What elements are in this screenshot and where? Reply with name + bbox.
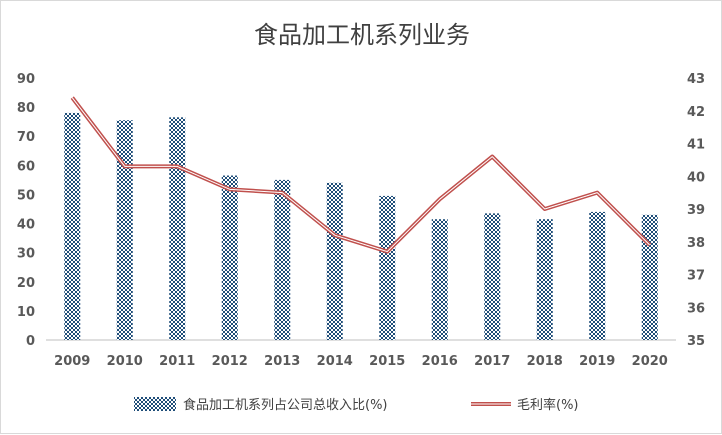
chart-title: 食品加工机系列业务	[254, 21, 470, 49]
left-tick-label: 10	[17, 305, 35, 320]
bar	[169, 117, 185, 340]
right-tick-label: 35	[687, 334, 705, 349]
line-series-outer	[72, 98, 650, 252]
right-tick-label: 41	[687, 138, 705, 153]
x-tick-label: 2018	[527, 354, 563, 369]
right-axis: 35 36 37 38 39 40 41 42 43	[687, 72, 705, 349]
legend: 食品加工机系列占公司总收入比(%) 毛利率(%)	[134, 397, 579, 413]
bar	[327, 183, 343, 340]
bar	[642, 215, 658, 340]
x-tick-label: 2011	[159, 354, 195, 369]
bar	[222, 176, 238, 340]
left-tick-label: 50	[17, 188, 35, 203]
right-tick-label: 36	[687, 301, 705, 316]
left-tick-label: 80	[17, 101, 35, 116]
x-tick-label: 2016	[422, 354, 458, 369]
x-tick-label: 2009	[54, 354, 90, 369]
right-tick-label: 43	[687, 72, 705, 87]
left-tick-label: 90	[17, 72, 35, 87]
x-axis: 2009 2010 2011 2012 2013 2014 2015 2016 2017 2018…	[46, 340, 676, 369]
right-tick-label: 40	[687, 170, 705, 185]
x-tick-label: 2014	[317, 354, 353, 369]
x-tick-label: 2017	[474, 354, 510, 369]
left-tick-label: 40	[17, 218, 35, 233]
bar	[589, 212, 605, 340]
left-tick-label: 0	[26, 334, 35, 349]
x-tick-label: 2010	[107, 354, 143, 369]
bar	[537, 219, 553, 340]
x-tick-label: 2015	[369, 354, 405, 369]
right-tick-label: 38	[687, 236, 705, 251]
bar	[379, 196, 395, 340]
legend-line-label: 毛利率(%)	[517, 397, 579, 413]
bar	[64, 113, 80, 340]
x-tick-label: 2012	[212, 354, 248, 369]
left-axis: 0 10 20 30 40 50 60 70 80 90	[17, 72, 35, 349]
x-tick-label: 2019	[579, 354, 615, 369]
legend-bar-swatch	[134, 397, 176, 411]
bar-series	[64, 113, 658, 340]
x-tick-label: 2013	[264, 354, 300, 369]
right-tick-label: 39	[687, 203, 705, 218]
left-tick-label: 20	[17, 276, 35, 291]
left-tick-label: 60	[17, 159, 35, 174]
bar	[432, 219, 448, 340]
left-tick-label: 70	[17, 130, 35, 145]
left-tick-label: 30	[17, 247, 35, 262]
bar	[117, 120, 133, 340]
bar	[484, 213, 500, 340]
line-series	[72, 98, 650, 252]
legend-bar-label: 食品加工机系列占公司总收入比(%)	[183, 397, 388, 413]
right-tick-label: 37	[687, 269, 705, 284]
line-series-inner	[72, 98, 650, 252]
x-tick-label: 2020	[632, 354, 668, 369]
bar	[274, 180, 290, 340]
right-tick-label: 42	[687, 105, 705, 120]
